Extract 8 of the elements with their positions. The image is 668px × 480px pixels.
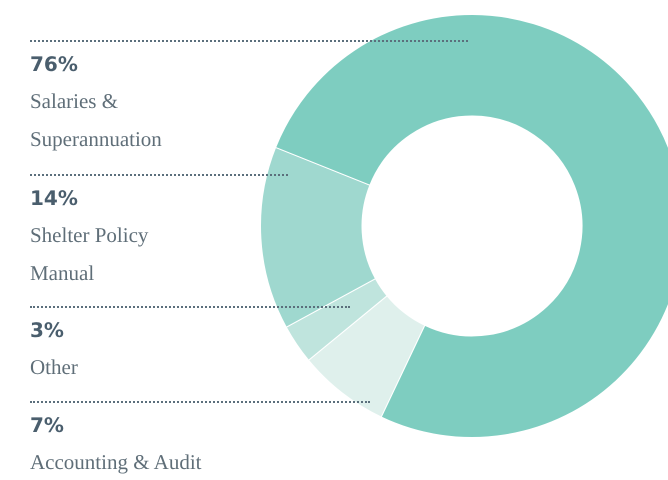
- data-label: 14%: [30, 186, 78, 210]
- data-label: 7%: [30, 413, 64, 437]
- slice-label: Other: [30, 354, 79, 381]
- slice-label: Accounting & Audit: [30, 449, 202, 476]
- data-label: 3%: [30, 318, 64, 342]
- slice-label: Salaries & Superannuation: [30, 88, 163, 153]
- data-label: 76%: [30, 52, 78, 76]
- slice-label: Shelter Policy Manual: [30, 222, 150, 287]
